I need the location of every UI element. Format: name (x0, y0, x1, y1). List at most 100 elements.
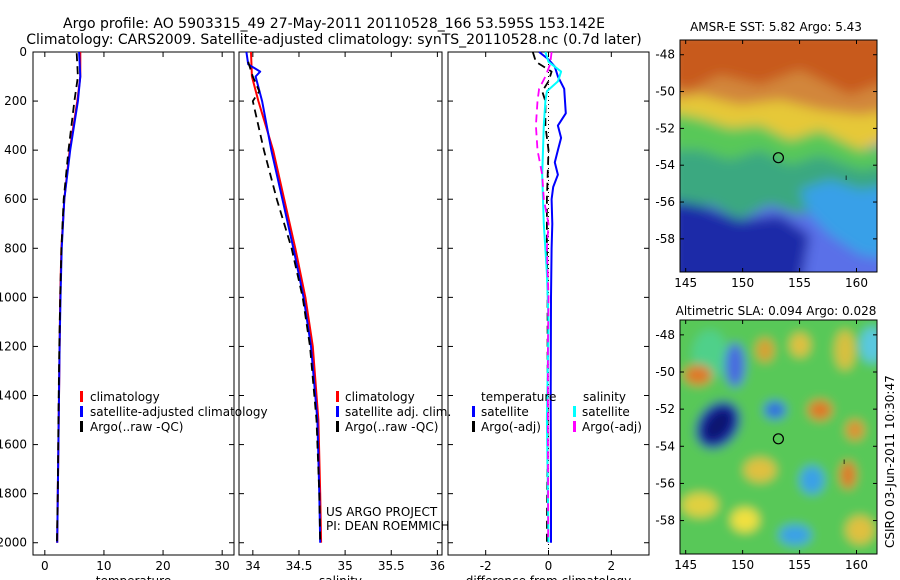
map-y-tick-label: -50 (655, 365, 675, 379)
x-axis-label: salinity (319, 574, 362, 580)
depth-tick-label: 600 (4, 192, 27, 206)
sla-blob (860, 327, 877, 363)
sst-map-field (680, 40, 877, 272)
sla-blob (682, 493, 718, 517)
series-line-salinity-argo-adj (535, 51, 553, 543)
x-tick-label: -2 (480, 559, 492, 573)
series-line-satellite-adjusted-climatology (56, 51, 82, 543)
sla-blob (779, 525, 811, 545)
sla-blob (808, 400, 832, 420)
sla-blob (725, 343, 745, 387)
x-tick-label: 34 (245, 559, 260, 573)
x-tick-label: 36 (430, 559, 445, 573)
title-line-1: Argo profile: AO 5903315_49 27-May-2011 … (63, 16, 605, 32)
depth-tick-label: 0 (19, 45, 27, 59)
series-line-temperature-argo-adj (531, 51, 553, 543)
x-axis-label: temperature (96, 574, 171, 580)
map-x-tick-label: 145 (674, 558, 697, 572)
sla-map-title: Altimetric SLA: 0.094 Argo: 0.028 (676, 304, 877, 318)
depth-axis: 0 200 400 600 800 1000 1200 1400 1600 1800 2000 (0, 45, 27, 550)
map-x-tick-label: 150 (731, 276, 754, 290)
temperature-panel-frame (32, 51, 235, 556)
sst-map-frame (679, 39, 878, 273)
salinity-panel-frame (238, 51, 443, 556)
legend-swatch-temp-argo (472, 421, 475, 432)
depth-tick-label: 800 (4, 241, 27, 255)
sla-blob (764, 401, 786, 419)
x-tick-label: 10 (96, 559, 111, 573)
legend-label-argo: Argo(..raw -QC) (345, 420, 438, 434)
difference-legend: temperature salinity satellite Argo(-adj… (472, 390, 642, 434)
x-tick-label: 35 (337, 559, 352, 573)
sla-float-tick: ı (843, 457, 845, 466)
sla-profile-location-marker (772, 433, 785, 445)
legend-label-temp-argo: Argo(-adj) (481, 420, 541, 434)
map-x-tick-label: 155 (788, 276, 811, 290)
sla-blob (703, 409, 733, 441)
x-tick-label: 30 (215, 559, 230, 573)
x-tick-label: 0 (41, 559, 49, 573)
sst-front (680, 150, 877, 220)
map-y-tick-label: -56 (655, 195, 675, 209)
depth-tick-label: 2000 (0, 536, 27, 550)
legend-title-salinity: salinity (583, 390, 626, 404)
sla-map-axes: 145 150 155 160 -48 -50 -52 -54 -56 -58 (655, 320, 877, 572)
map-x-tick-label: 155 (788, 558, 811, 572)
series-line-argo-raw-qc (247, 61, 322, 543)
sla-blob (846, 516, 874, 544)
sst-hot-north (680, 40, 877, 95)
sst-map-title: AMSR-E SST: 5.82 Argo: 5.43 (690, 20, 862, 34)
sla-map-field (680, 320, 877, 554)
sla-blob (744, 458, 776, 482)
x-tick-label: 20 (155, 559, 170, 573)
sst-cyan-patch (800, 180, 877, 258)
x-tick-label: 35.5 (378, 559, 405, 573)
sla-blob (835, 330, 855, 370)
title-line-2: Climatology: CARS2009. Satellite-adjuste… (26, 32, 641, 48)
map-y-tick-label: -56 (655, 476, 675, 490)
salinity-legend: climatology satellite adj. clim. Argo(..… (336, 390, 451, 434)
legend-label-satellite-adjusted: satellite-adjusted climatology (90, 405, 268, 419)
depth-tick-label: 1400 (0, 389, 27, 403)
legend-swatch-satellite-adj (336, 406, 339, 417)
depth-tick-label: 1000 (0, 290, 27, 304)
salinity-plot: 34 34.5 35 35.5 36 salinity (239, 51, 445, 580)
map-y-tick-label: -52 (655, 121, 675, 135)
series-line-temperature-satellite (538, 51, 567, 543)
map-y-tick-label: -54 (655, 158, 675, 172)
map-y-tick-label: -54 (655, 439, 675, 453)
sst-float-tick: ı (845, 173, 847, 182)
credit-project: US ARGO PROJECT (326, 505, 438, 519)
legend-label-temp-satellite: satellite (481, 405, 529, 419)
sla-blob (731, 508, 759, 532)
legend-swatch-climatology (80, 391, 83, 402)
legend-label-climatology: climatology (345, 390, 415, 404)
legend-label-climatology: climatology (90, 390, 160, 404)
legend-swatch-argo (336, 421, 339, 432)
sla-blob (840, 461, 856, 489)
depth-tick-label: 200 (4, 94, 27, 108)
legend-label-sal-satellite: satellite (582, 405, 630, 419)
map-y-tick-label: -58 (655, 514, 675, 528)
x-axis-label: difference from climatology (466, 574, 632, 580)
depth-tick-label: 1600 (0, 438, 27, 452)
series-line-argo-raw-qc (56, 53, 79, 543)
difference-plot: -2 0 2difference from climatology (448, 51, 649, 580)
legend-swatch-argo (80, 421, 83, 432)
credit-pi: PI: DEAN ROEMMICH (326, 519, 449, 533)
map-x-tick-label: 160 (845, 558, 868, 572)
sla-blob (790, 333, 810, 357)
sst-yellow-band (680, 95, 877, 150)
depth-tick-label: 400 (4, 143, 27, 157)
legend-label-satellite-adj: satellite adj. clim. (345, 405, 451, 419)
legend-swatch-sal-argo (573, 421, 576, 432)
map-x-tick-label: 145 (674, 276, 697, 290)
sla-blob (846, 420, 864, 440)
depth-tick-label: 1200 (0, 339, 27, 353)
sla-map-frame (679, 319, 878, 555)
sla-blob (800, 466, 824, 494)
map-y-tick-label: -52 (655, 402, 675, 416)
x-tick-label: 34.5 (286, 559, 313, 573)
legend-swatch-temp-satellite (472, 406, 475, 417)
sla-blob (684, 365, 712, 385)
